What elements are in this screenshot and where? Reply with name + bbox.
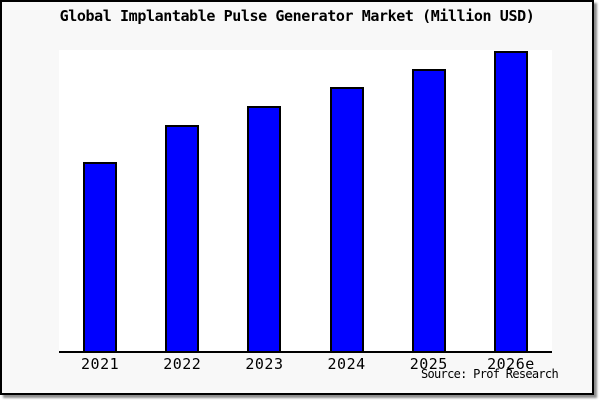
bar-2024 bbox=[329, 87, 364, 351]
x-tick-2021: 2021 bbox=[81, 355, 120, 373]
x-tick-2026e: 2026e bbox=[487, 355, 535, 373]
bar-2021 bbox=[83, 161, 118, 351]
bar-band-2023 bbox=[223, 50, 305, 351]
bar-band-2026e bbox=[470, 50, 552, 351]
plot-area bbox=[59, 50, 552, 353]
x-axis-labels: 2021 2022 2023 2024 2025 2026e bbox=[59, 355, 552, 373]
bar-2026e bbox=[493, 50, 528, 351]
chart-frame: Global Implantable Pulse Generator Marke… bbox=[0, 0, 594, 395]
bar-2023 bbox=[247, 106, 282, 351]
x-tick-2024: 2024 bbox=[327, 355, 366, 373]
x-tick-2023: 2023 bbox=[245, 355, 284, 373]
bar-band-2024 bbox=[306, 50, 388, 351]
bar-2025 bbox=[411, 68, 446, 351]
x-tick-2022: 2022 bbox=[163, 355, 202, 373]
chart-title: Global Implantable Pulse Generator Marke… bbox=[59, 7, 535, 25]
bar-2022 bbox=[165, 124, 200, 351]
bar-band-2025 bbox=[388, 50, 470, 351]
x-tick-2025: 2025 bbox=[409, 355, 448, 373]
bar-band-2021 bbox=[59, 50, 141, 351]
bar-band-2022 bbox=[141, 50, 223, 351]
source-note: Source: Prof Research bbox=[420, 367, 559, 381]
